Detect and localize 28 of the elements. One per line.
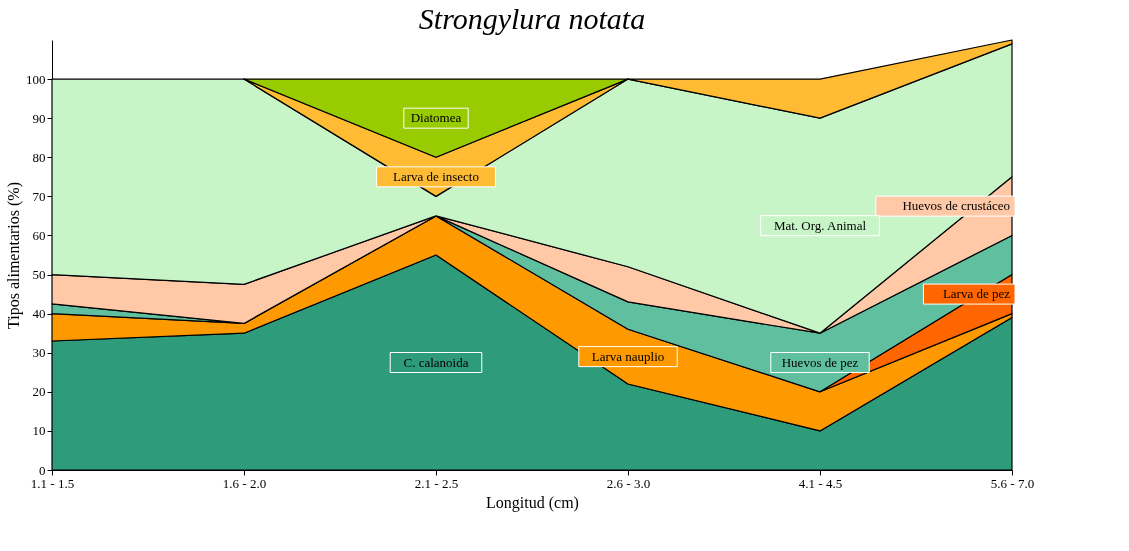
series-label: Huevos de crustáceo xyxy=(902,198,1010,214)
series-label: Larva de pez xyxy=(942,286,1011,302)
x-tick-label: 2.6 - 3.0 xyxy=(606,475,651,491)
y-tick-label: 80 xyxy=(32,149,46,165)
series-label: Larva nauplio xyxy=(591,348,665,364)
y-tick-label: 0 xyxy=(39,462,46,478)
y-tick-label: 50 xyxy=(32,267,46,283)
x-tick-label: 1.6 - 2.0 xyxy=(222,475,267,491)
x-tick-label: 5.6 - 7.0 xyxy=(990,475,1035,491)
series-label: Mat. Org. Animal xyxy=(773,217,867,233)
y-tick-label: 60 xyxy=(32,227,46,243)
chart-title: Strongylura notata xyxy=(418,2,646,36)
y-tick-label: 20 xyxy=(32,384,46,400)
x-axis-title: Longitud (cm) xyxy=(486,493,579,512)
y-axis-title: Tipos alimentarios (%) xyxy=(5,182,23,329)
y-tick-label: 30 xyxy=(32,345,46,361)
x-tick-label: 2.1 - 2.5 xyxy=(414,475,459,491)
series-label: C. calanoida xyxy=(403,354,469,370)
x-tick-label: 4.1 - 4.5 xyxy=(798,475,843,491)
series-label: Diatomea xyxy=(410,110,462,126)
series-label: Huevos de pez xyxy=(781,354,859,370)
x-tick-label: 1.1 - 1.5 xyxy=(30,475,75,491)
y-tick-label: 40 xyxy=(32,306,46,322)
y-tick-label: 10 xyxy=(32,423,46,439)
y-tick-label: 100 xyxy=(26,71,46,87)
y-tick-label: 90 xyxy=(32,110,46,126)
series-label: Larva de insecto xyxy=(393,168,479,184)
y-tick-label: 70 xyxy=(32,188,46,204)
